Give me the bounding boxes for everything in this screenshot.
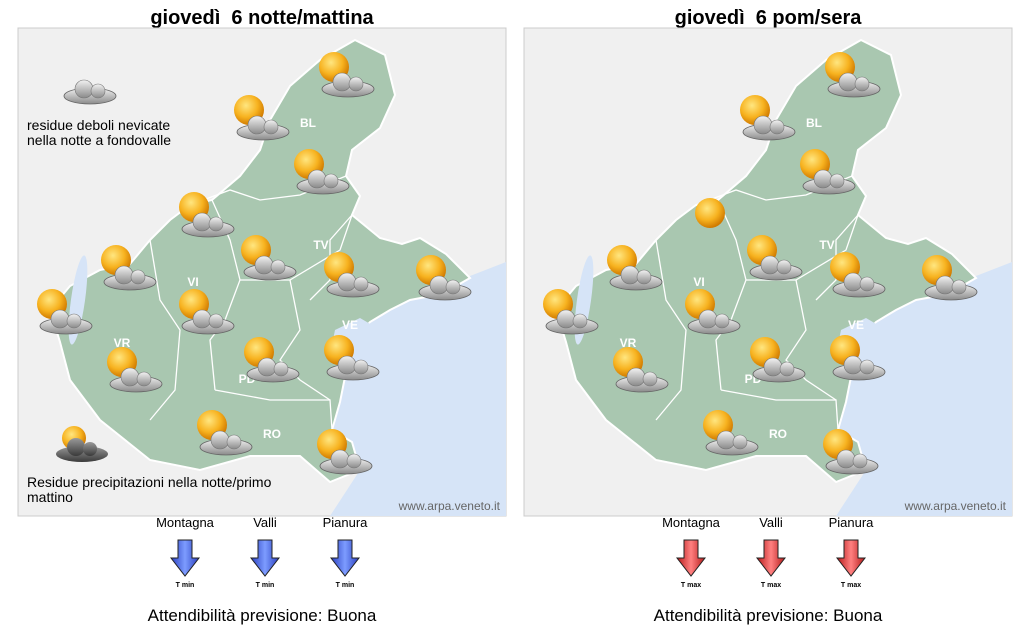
province-label: VI [187,275,198,289]
province-label: VI [693,275,704,289]
panel: giovedì 6 pom/seraBLTVVIVRPDVEROwww.arpa… [523,7,1013,625]
map-note: mattino [27,489,73,505]
province-label: TV [313,238,328,252]
province-label: VR [114,336,131,350]
sea [330,262,506,516]
zone-label: Pianura [829,515,875,530]
arrow-label: T max [761,582,781,589]
reliability: Attendibilità previsione: Buona [654,606,883,625]
province-border [655,239,687,421]
province-border [746,214,859,281]
province-label: VE [342,318,358,332]
map-note: Residue precipitazioni nella notte/primo [27,474,272,490]
zone-label: Montagna [156,515,215,530]
map-note: residue deboli nevicate [27,117,170,133]
province-border [214,389,333,431]
zone-label: Montagna [662,515,721,530]
province-label: TV [819,238,834,252]
panel-title: giovedì 6 notte/mattina [150,7,374,29]
zone-label: Valli [759,515,783,530]
province-label: VE [848,318,864,332]
province-label: VR [620,336,637,350]
watermark: www.arpa.veneto.it [398,499,501,513]
temperature-arrow [249,539,281,577]
weather-icon-storm [56,438,108,462]
arrow-label: T min [336,582,355,589]
arrow-label: T max [841,582,861,589]
province-label: RO [769,427,787,441]
temperature-arrow [169,539,201,577]
province-border [785,279,837,401]
panel-title: giovedì 6 pom/sera [675,7,863,29]
arrow-label: T min [176,582,195,589]
weather-icon-sun [695,198,725,228]
temperature-arrow [675,539,707,577]
reliability: Attendibilità previsione: Buona [148,606,377,625]
arrow-label: T min [256,582,275,589]
sea [836,262,1012,516]
zone-label: Valli [253,515,277,530]
arrow-label: T max [681,582,701,589]
panel: giovedì 6 notte/mattinaBLTVVIVRPDVEROres… [17,7,507,625]
temperature-arrow [835,539,867,577]
province-border [149,239,181,421]
province-border [720,389,839,431]
watermark: www.arpa.veneto.it [904,499,1007,513]
province-border [279,279,331,401]
zone-label: Pianura [323,515,369,530]
temperature-arrow [755,539,787,577]
province-border [240,214,353,281]
province-border [715,199,747,391]
temperature-arrow [329,539,361,577]
province-label: RO [263,427,281,441]
province-label: BL [300,116,316,130]
map-note: nella notte a fondovalle [27,132,171,148]
province-label: BL [806,116,822,130]
